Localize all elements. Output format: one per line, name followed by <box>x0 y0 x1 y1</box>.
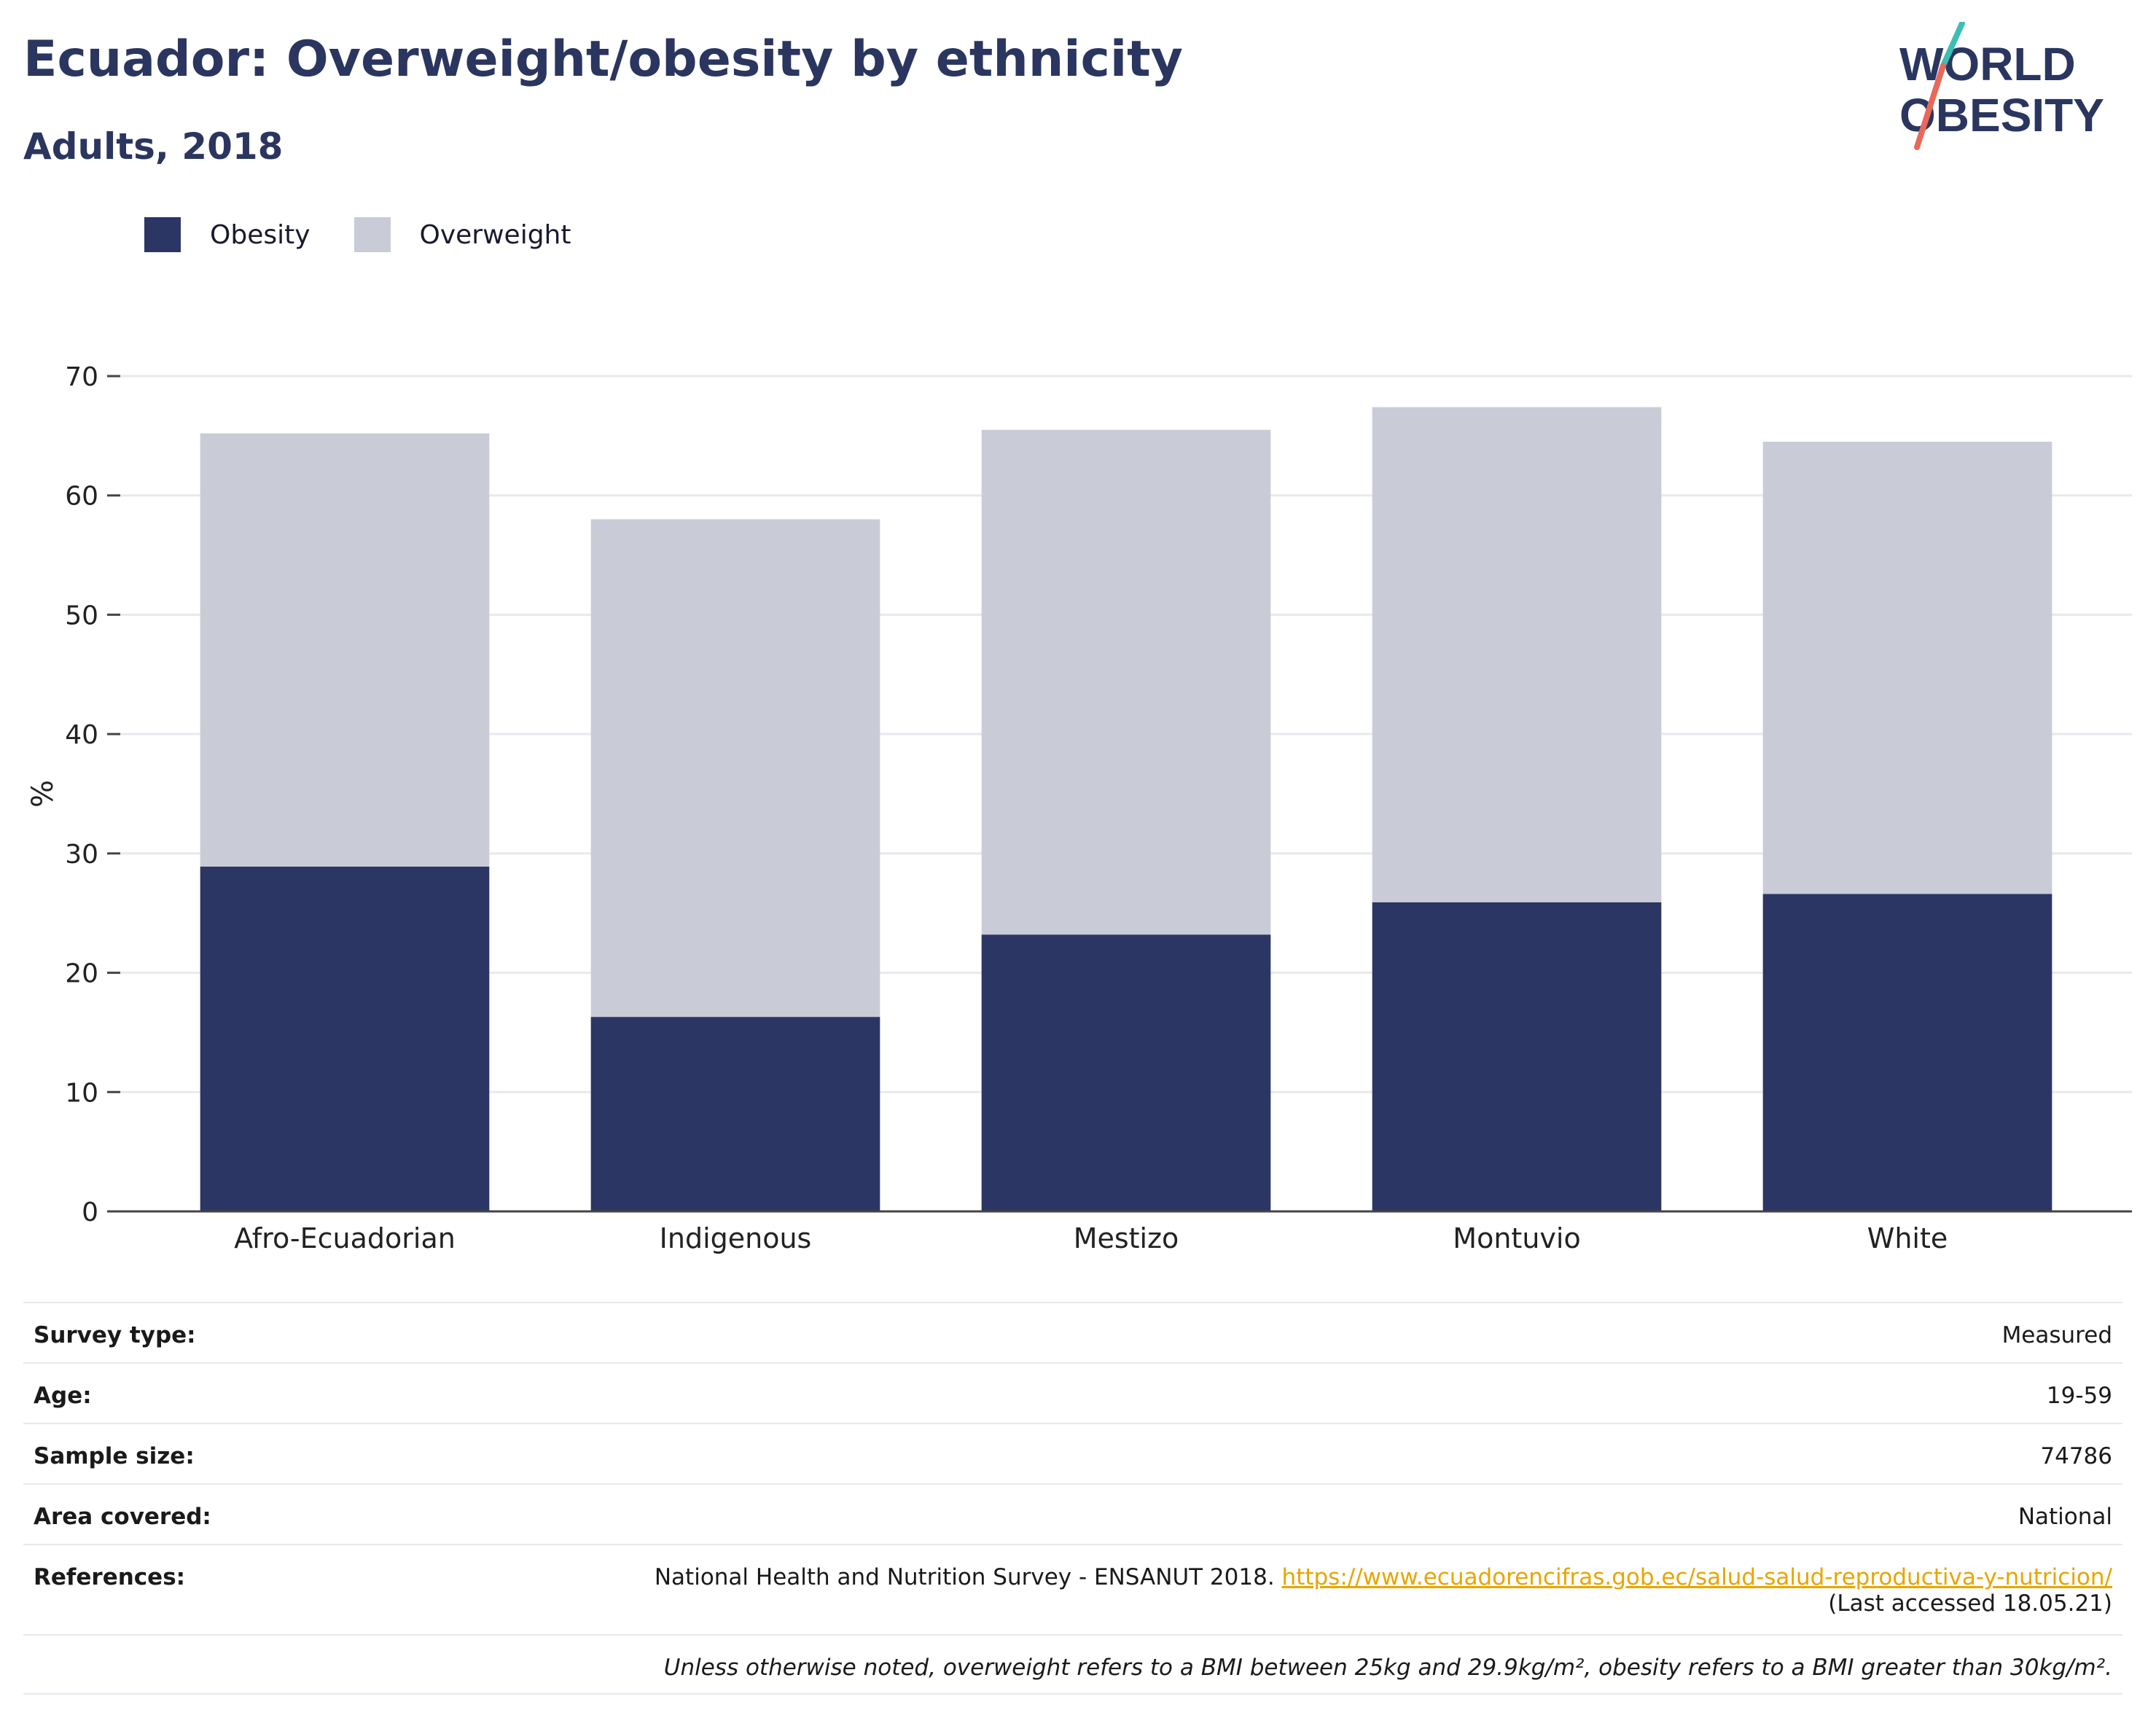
bar-overweight-afro-ecuadorian[interactable] <box>200 433 490 867</box>
meta-value: 74786 <box>2040 1443 2112 1469</box>
y-tick-label: 10 <box>65 1078 98 1108</box>
world-obesity-logo: WORLD OBESITY <box>1899 22 2104 150</box>
legend-label-overweight: Overweight <box>419 219 571 250</box>
logo-word-1: WORLD <box>1899 38 2076 90</box>
legend-item-overweight[interactable]: Overweight <box>354 217 571 252</box>
meta-row-area-covered: Area covered: National <box>23 1483 2122 1544</box>
meta-label: Sample size: <box>34 1443 195 1469</box>
meta-label: Age: <box>34 1383 92 1409</box>
bars <box>200 407 2053 1211</box>
legend-label-obesity: Obesity <box>210 219 310 250</box>
y-tick-label: 60 <box>65 482 98 512</box>
bar-overweight-indigenous[interactable] <box>590 519 880 1018</box>
chart-title: Ecuador: Overweight/obesity by ethnicity <box>23 31 1183 88</box>
y-axis-label: % <box>26 780 60 808</box>
chart-legend: Obesity Overweight <box>144 216 614 254</box>
x-tick-label: White <box>1867 1222 1948 1254</box>
y-tick-label: 20 <box>65 959 98 989</box>
references-link[interactable]: https://www.ecuadorencifras.gob.ec/salud… <box>1281 1564 2112 1590</box>
meta-row-sample-size: Sample size: 74786 <box>23 1423 2122 1483</box>
y-tick-label: 50 <box>65 601 98 630</box>
references-value: National Health and Nutrition Survey - E… <box>655 1564 2112 1634</box>
stacked-bar-chart: 0 10 20 30 40 50 60 70 Afro-Ecuadorian Indigenous… <box>26 362 2132 1254</box>
x-tick-label: Indigenous <box>660 1222 812 1254</box>
bar-obesity-indigenous[interactable] <box>590 1017 880 1211</box>
meta-row-references: References: National Health and Nutritio… <box>23 1544 2122 1634</box>
meta-value: National <box>2018 1504 2112 1530</box>
meta-value: Measured <box>2001 1322 2112 1348</box>
meta-row-note: Unless otherwise noted, overweight refer… <box>23 1634 2122 1695</box>
references-accessed: (Last accessed 18.05.21) <box>1828 1590 2112 1617</box>
y-tick-label: 0 <box>82 1198 98 1227</box>
axes: 0 10 20 30 40 50 60 70 Afro-Ecuadorian Indigenous… <box>26 362 2132 1254</box>
bar-obesity-mestizo[interactable] <box>981 934 1271 1211</box>
y-tick-label: 70 <box>65 362 98 392</box>
bar-obesity-white[interactable] <box>1762 894 2053 1211</box>
x-tick-label: Afro-Ecuadorian <box>234 1222 456 1254</box>
legend-swatch-obesity <box>144 217 181 252</box>
meta-label: Area covered: <box>34 1504 211 1530</box>
y-tick-label: 40 <box>65 720 98 750</box>
bar-overweight-montuvio[interactable] <box>1372 407 1662 902</box>
logo-slash-teal <box>1940 22 1965 69</box>
meta-label: References: <box>34 1564 186 1590</box>
bar-obesity-montuvio[interactable] <box>1372 902 1662 1211</box>
meta-row-survey-type: Survey type: Measured <box>23 1302 2122 1362</box>
bar-overweight-mestizo[interactable] <box>981 429 1271 935</box>
y-tick-label: 30 <box>65 840 98 870</box>
meta-value: 19-59 <box>2046 1383 2112 1409</box>
survey-info-table: Survey type: Measured Age: 19-59 Sample … <box>23 1302 2122 1695</box>
bar-obesity-afro-ecuadorian[interactable] <box>200 866 490 1211</box>
logo-slash-red <box>1914 63 1946 150</box>
references-text: National Health and Nutrition Survey - E… <box>654 1564 1275 1590</box>
legend-item-obesity[interactable]: Obesity <box>144 217 310 252</box>
bar-overweight-white[interactable] <box>1762 442 2053 894</box>
chart-subtitle: Adults, 2018 <box>23 125 284 168</box>
x-tick-label: Montuvio <box>1453 1222 1580 1254</box>
meta-label: Survey type: <box>34 1322 196 1348</box>
legend-swatch-overweight <box>354 217 391 252</box>
meta-row-age: Age: 19-59 <box>23 1362 2122 1423</box>
x-tick-label: Mestizo <box>1074 1222 1179 1254</box>
bmi-definition-note: Unless otherwise noted, overweight refer… <box>663 1655 2112 1681</box>
